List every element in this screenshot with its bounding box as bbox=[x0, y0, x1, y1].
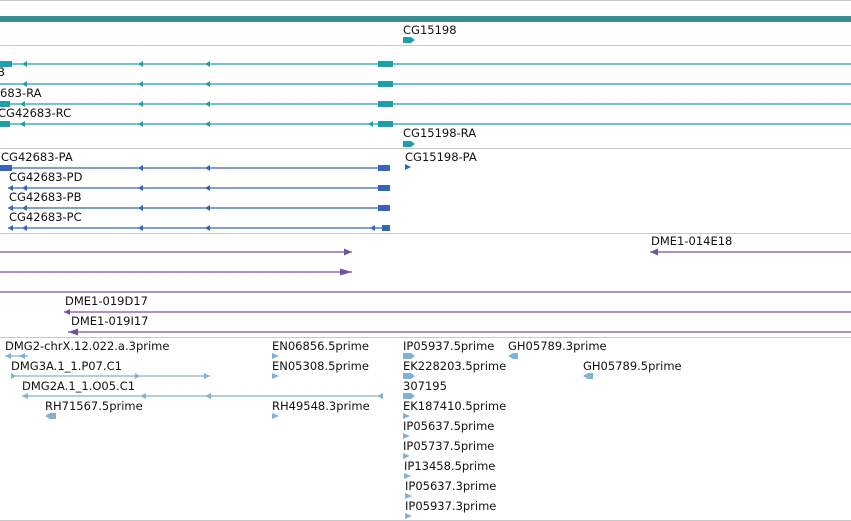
clone-feature[interactable] bbox=[68, 328, 851, 336]
protein-feature[interactable] bbox=[405, 164, 411, 170]
clone-track[interactable]: DME1-014E18 DME1-019D17 DME1-019I17 bbox=[0, 234, 851, 336]
est-feature[interactable] bbox=[403, 353, 415, 359]
arrow-right-icon bbox=[340, 268, 352, 276]
est-feature[interactable] bbox=[403, 453, 410, 459]
est-track[interactable]: DMG2-chrX.12.022.a.3prime EN06856.5prime… bbox=[5, 339, 682, 519]
est-label: EN05308.5prime bbox=[272, 359, 369, 373]
est-label: RH49548.3prime bbox=[272, 399, 370, 413]
scale-bar bbox=[0, 16, 851, 22]
est-label: 307195 bbox=[403, 379, 447, 393]
est-label: IP13458.5prime bbox=[404, 459, 495, 473]
gene-track[interactable]: CG15198 bbox=[403, 23, 457, 43]
protein-label: CG42683-PD bbox=[9, 170, 83, 184]
est-feature[interactable] bbox=[22, 393, 383, 399]
arrow-left-icon bbox=[650, 248, 658, 256]
exon bbox=[378, 61, 393, 67]
est-feature[interactable] bbox=[11, 373, 210, 379]
clone-feature[interactable] bbox=[0, 268, 352, 276]
protein-row[interactable] bbox=[8, 205, 390, 211]
cds-block bbox=[378, 165, 390, 171]
transcript-row[interactable] bbox=[0, 81, 851, 87]
protein-label: CG42683-PC bbox=[9, 210, 82, 224]
est-label: DMG3A.1_1.P07.C1 bbox=[11, 359, 122, 373]
arrow-left-icon bbox=[5, 353, 25, 359]
est-label: IP05937.3prime bbox=[405, 499, 496, 513]
exon bbox=[0, 61, 12, 67]
transcript-row[interactable] bbox=[0, 101, 851, 107]
clone-feature[interactable] bbox=[650, 248, 851, 256]
transcript-track[interactable]: B 683-RA CG42683-RC CG15198-RA bbox=[0, 61, 851, 147]
cds-block bbox=[378, 205, 390, 211]
arrow-left-icon bbox=[64, 309, 70, 315]
cds-block bbox=[0, 165, 12, 171]
clone-feature[interactable] bbox=[64, 309, 851, 315]
est-feature[interactable] bbox=[5, 353, 28, 359]
est-feature[interactable] bbox=[272, 373, 279, 379]
est-feature[interactable] bbox=[403, 413, 410, 419]
est-label: IP05637.3prime bbox=[405, 479, 496, 493]
est-feature[interactable] bbox=[403, 393, 415, 399]
est-label: IP05737.5prime bbox=[403, 439, 494, 453]
cds-block bbox=[382, 225, 390, 231]
exon bbox=[378, 101, 393, 107]
transcript-label: 683-RA bbox=[0, 86, 42, 100]
exon bbox=[378, 81, 393, 87]
protein-label: CG42683-PB bbox=[9, 190, 82, 204]
est-feature[interactable] bbox=[272, 353, 279, 359]
exon bbox=[378, 121, 393, 127]
transcript-label: CG15198-RA bbox=[403, 126, 476, 140]
est-label: GH05789.5prime bbox=[583, 359, 682, 373]
est-feature[interactable] bbox=[45, 413, 56, 419]
est-feature[interactable] bbox=[404, 473, 411, 479]
est-label: EK228203.5prime bbox=[403, 359, 506, 373]
clone-label: DME1-014E18 bbox=[651, 234, 732, 248]
protein-row[interactable] bbox=[0, 165, 390, 171]
protein-label: CG15198-PA bbox=[405, 150, 477, 164]
est-feature[interactable] bbox=[405, 513, 412, 519]
est-label: IP05937.5prime bbox=[403, 339, 494, 353]
exon bbox=[0, 121, 10, 127]
est-feature[interactable] bbox=[405, 493, 412, 499]
transcript-label: B bbox=[0, 65, 5, 79]
transcript-feature[interactable] bbox=[403, 141, 415, 147]
arrow-right-icon bbox=[344, 248, 352, 256]
est-label: EN06856.5prime bbox=[272, 339, 369, 353]
est-label: IP05637.5prime bbox=[403, 419, 494, 433]
est-label: EK187410.5prime bbox=[403, 399, 506, 413]
protein-row[interactable] bbox=[8, 225, 390, 231]
est-label: RH71567.5prime bbox=[45, 399, 143, 413]
est-feature[interactable] bbox=[403, 433, 410, 439]
cds-block bbox=[378, 185, 390, 191]
arrow-left-icon bbox=[68, 328, 78, 336]
protein-track[interactable]: CG42683-PA CG15198-PA CG42683-PD CG42683… bbox=[0, 150, 477, 231]
protein-row[interactable] bbox=[8, 185, 390, 191]
est-label: DMG2A.1_1.O05.C1 bbox=[22, 379, 135, 393]
est-label: DMG2-chrX.12.022.a.3prime bbox=[5, 339, 169, 353]
est-feature[interactable] bbox=[583, 373, 593, 379]
transcript-label: CG42683-RC bbox=[0, 106, 71, 120]
clone-feature[interactable] bbox=[0, 248, 352, 256]
est-feature[interactable] bbox=[403, 373, 415, 379]
transcript-row[interactable] bbox=[0, 121, 851, 127]
gene-label: CG15198 bbox=[403, 23, 457, 37]
clone-label: DME1-019I17 bbox=[71, 314, 149, 328]
est-label: GH05789.3prime bbox=[508, 339, 607, 353]
protein-label: CG42683-PA bbox=[1, 150, 73, 164]
est-feature[interactable] bbox=[508, 353, 518, 359]
transcript-row[interactable] bbox=[0, 61, 851, 67]
exon bbox=[0, 101, 10, 107]
clone-label: DME1-019D17 bbox=[65, 294, 148, 308]
gene-feature[interactable] bbox=[403, 37, 415, 43]
est-feature[interactable] bbox=[272, 413, 279, 419]
